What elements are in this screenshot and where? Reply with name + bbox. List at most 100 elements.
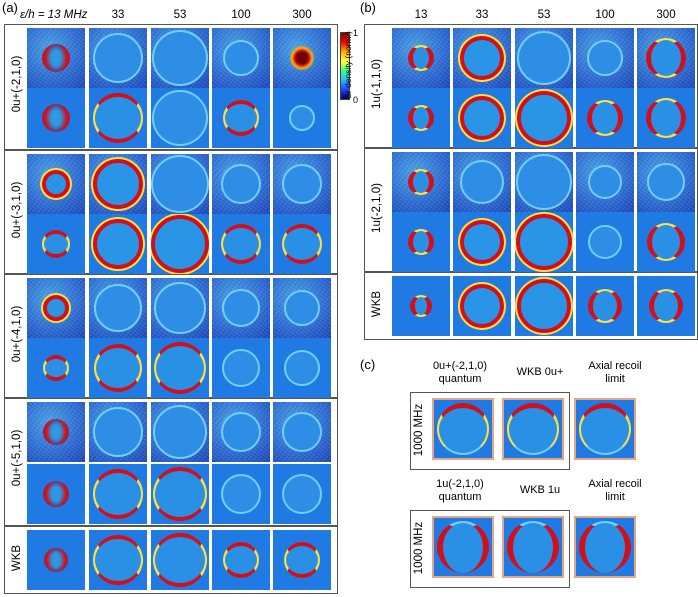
- col-header: 100: [231, 9, 251, 21]
- simulation-image: [273, 338, 331, 398]
- colorbar-max: 1: [353, 28, 359, 38]
- c-frame: [410, 392, 570, 470]
- c-frame: [410, 510, 570, 588]
- c-head: 1u(-2,1,0) quantum: [436, 478, 484, 503]
- wkb-row-label: WKB: [11, 544, 23, 572]
- experiment-image: [576, 28, 634, 88]
- simulation-image: [576, 88, 634, 148]
- row-label: 0u+(-2,1,0): [11, 55, 23, 113]
- c-head: WKB 0u+: [516, 366, 564, 378]
- simulation-image: [212, 464, 270, 524]
- simulation-image: [515, 88, 573, 148]
- simulation-image: [502, 398, 564, 460]
- experiment-image: [151, 278, 209, 338]
- panel-a-label: (a): [2, 0, 18, 15]
- experiment-image: [273, 278, 331, 338]
- simulation-image: [392, 276, 450, 336]
- c-head: Axial recoil limit: [588, 478, 642, 503]
- col-header: 33: [111, 9, 125, 21]
- col-header: 53: [537, 9, 551, 21]
- experiment-image: [151, 402, 209, 462]
- simulation-image: [637, 88, 695, 148]
- simulation-image: [273, 530, 331, 590]
- experiment-image: [212, 28, 270, 88]
- experiment-image: [151, 28, 209, 88]
- colorbar-min: 0: [353, 95, 359, 105]
- simulation-image: [273, 214, 331, 274]
- c-side-label: 1000 MHz: [413, 521, 425, 575]
- simulation-image: [453, 212, 511, 272]
- experiment-image: [515, 152, 573, 212]
- experiment-image: [273, 402, 331, 462]
- simulation-image: [27, 464, 85, 524]
- experiment-image: [89, 278, 147, 338]
- c-head: Axial recoil limit: [588, 360, 642, 385]
- simulation-image: [273, 88, 331, 148]
- simulation-image: [502, 516, 564, 578]
- simulation-image: [576, 276, 634, 336]
- row-label: 0u+(-3,1,0): [11, 181, 23, 239]
- simulation-image: [515, 212, 573, 272]
- simulation-image: [515, 276, 573, 336]
- simulation-image: [27, 530, 85, 590]
- colorbar: [340, 32, 350, 100]
- row-label: 1u(-1,1,0): [371, 59, 383, 109]
- simulation-image: [89, 464, 147, 524]
- c-head: WKB 1u: [519, 484, 561, 496]
- simulation-image: [212, 338, 270, 398]
- panel-b-label: (b): [360, 0, 376, 15]
- simulation-image: [574, 516, 636, 578]
- col-header: 300: [292, 9, 312, 21]
- experiment-image: [151, 154, 209, 214]
- simulation-image: [89, 214, 147, 274]
- simulation-image: [151, 530, 209, 590]
- simulation-image: [89, 338, 147, 398]
- simulation-image: [453, 88, 511, 148]
- simulation-image: [453, 276, 511, 336]
- col-header: 100: [595, 9, 615, 21]
- experiment-image: [453, 28, 511, 88]
- experiment-image: [27, 28, 85, 88]
- simulation-image: [212, 530, 270, 590]
- col-header: 53: [173, 9, 187, 21]
- wkb-row-label: WKB: [371, 290, 383, 318]
- simulation-image: [27, 214, 85, 274]
- simulation-image: [89, 88, 147, 148]
- experiment-image: [576, 152, 634, 212]
- energy-axis-label: ε/h = 13 MHz: [20, 9, 88, 21]
- simulation-image: [27, 338, 85, 398]
- simulation-image: [151, 464, 209, 524]
- simulation-image: [151, 88, 209, 148]
- experiment-image: [27, 402, 85, 462]
- row-label: 0u+(-4,1,0): [11, 305, 23, 363]
- experiment-image: [27, 278, 85, 338]
- simulation-image: [27, 88, 85, 148]
- simulation-image: [574, 398, 636, 460]
- experiment-image: [392, 152, 450, 212]
- experiment-image: [89, 28, 147, 88]
- simulation-image: [89, 530, 147, 590]
- simulation-image: [432, 398, 494, 460]
- simulation-image: [392, 212, 450, 272]
- simulation-image: [392, 88, 450, 148]
- col-header: 33: [475, 9, 489, 21]
- simulation-image: [212, 214, 270, 274]
- experiment-image: [212, 278, 270, 338]
- row-group: [4, 398, 338, 526]
- row-group: [4, 24, 338, 150]
- simulation-image: [637, 212, 695, 272]
- experiment-image: [89, 154, 147, 214]
- c-side-label: 1000 MHz: [413, 403, 425, 457]
- experiment-image: [392, 28, 450, 88]
- experiment-image: [637, 28, 695, 88]
- experiment-image: [89, 402, 147, 462]
- simulation-image: [151, 214, 209, 274]
- experiment-image: [212, 402, 270, 462]
- experiment-image: [273, 154, 331, 214]
- col-header: 300: [656, 9, 676, 21]
- colorbar-label: Sr density (norm.): [342, 31, 353, 99]
- row-label: 1u(-2,1,0): [371, 183, 383, 233]
- simulation-image: [432, 516, 494, 578]
- c-head: 0u+(-2,1,0) quantum: [432, 360, 488, 385]
- experiment-image: [212, 154, 270, 214]
